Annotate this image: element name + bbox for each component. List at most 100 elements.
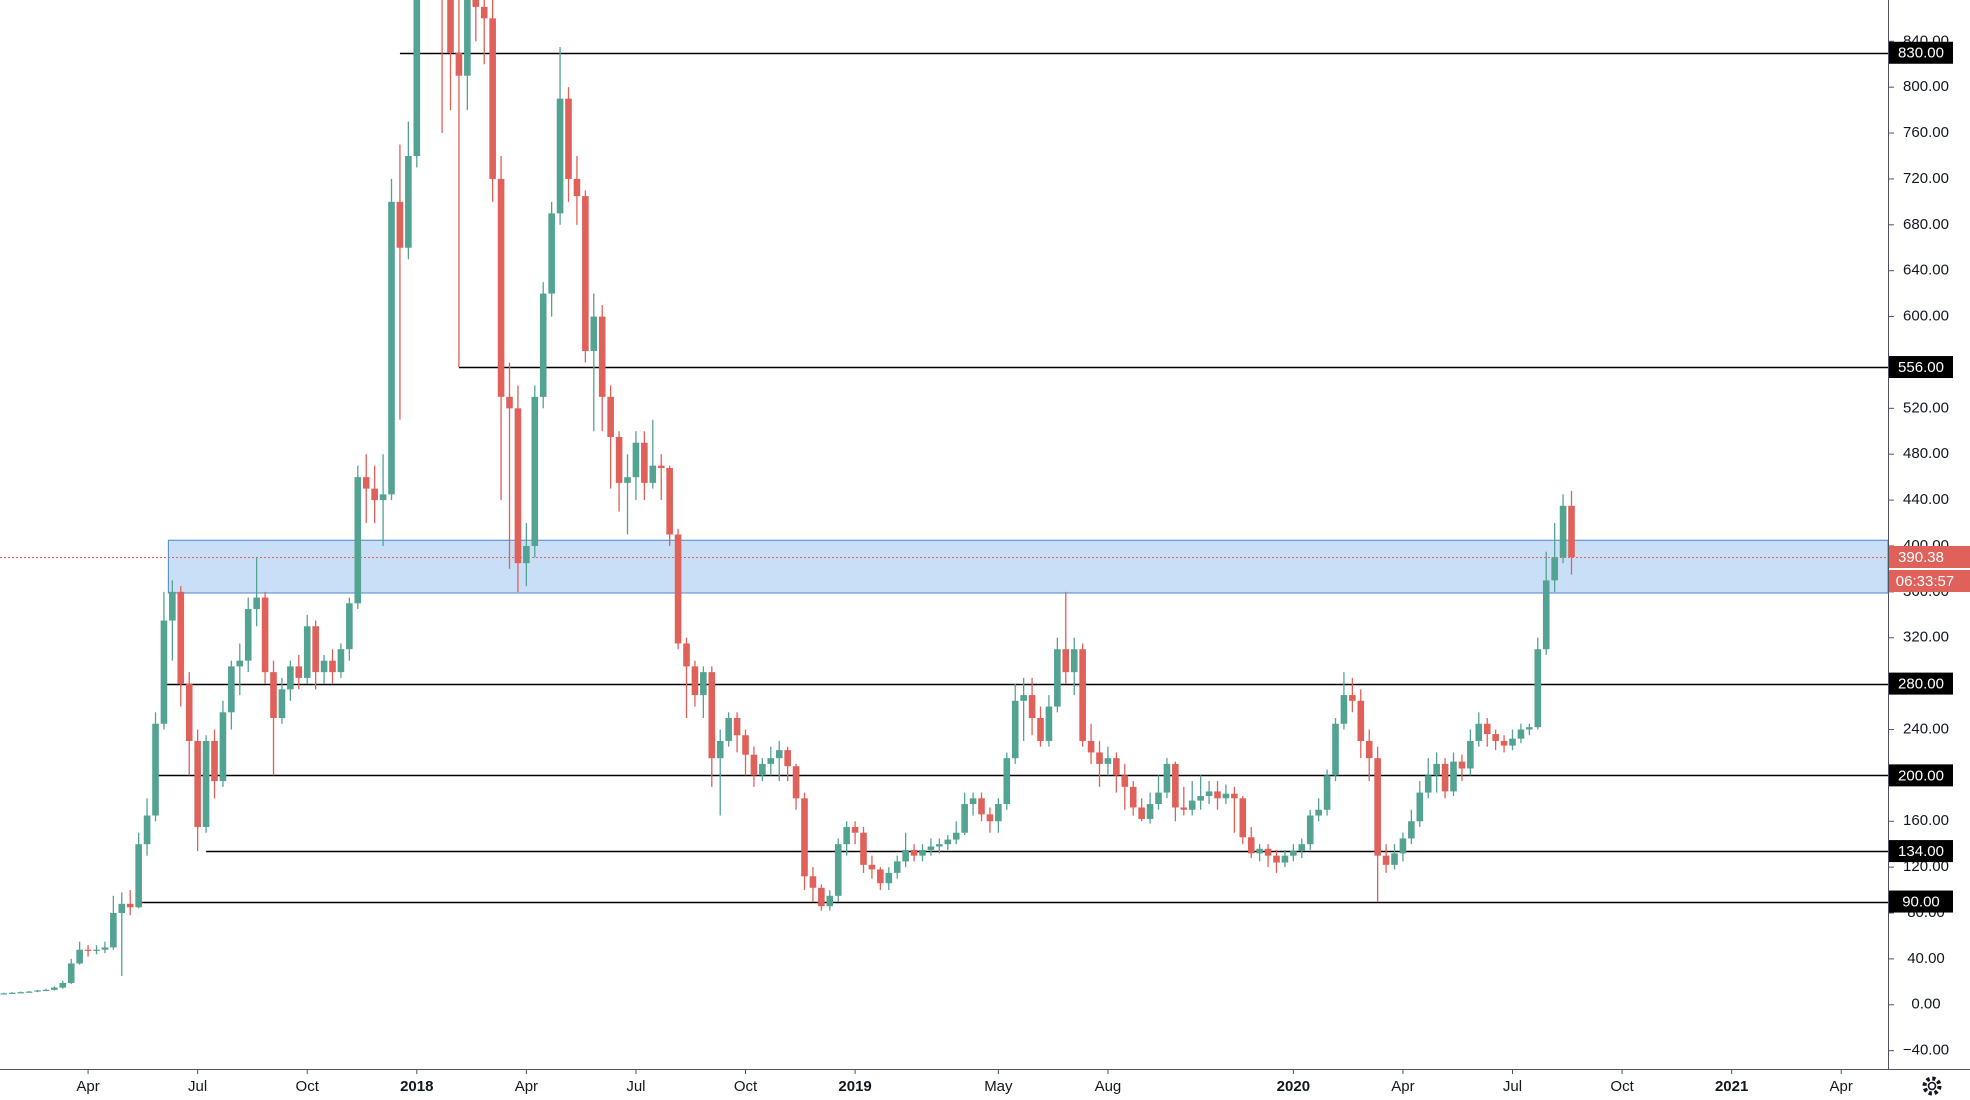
candle-body [169,591,176,621]
candle-body [261,597,269,673]
candle-body [1256,848,1263,854]
candle-body [792,766,800,799]
candle-body [1458,761,1466,769]
level-label-box [1889,41,1953,64]
candle-body [750,754,758,776]
candle-body [1011,700,1019,759]
level-label-box [1889,672,1953,695]
candle-body [312,626,319,673]
candle-body [84,949,92,951]
candle-body [8,992,16,994]
candle-body [1281,855,1289,863]
candle-body [818,887,825,907]
candle-body [1483,723,1491,735]
candle-body [93,949,100,951]
x-tick-label: Aug [1095,1078,1122,1095]
settings-gear[interactable] [1922,1076,1942,1096]
candle-body [683,643,690,667]
candle-body [1214,791,1221,799]
candle-body [674,534,682,644]
y-tick-label: 760.00 [1903,124,1949,141]
candle-body [944,839,952,845]
candle-body [910,849,918,856]
candle-body [194,740,201,827]
candle-body [1104,758,1112,764]
candle-body [1121,775,1129,787]
candle-body [691,666,699,696]
level-label: 830.00 [1898,45,1944,62]
countdown-box [1889,570,1970,593]
candle-body [236,660,244,667]
y-tick-label: 680.00 [1903,216,1949,233]
candle-body [902,849,909,862]
candle-body [346,603,353,650]
candle-body [860,832,867,865]
candle-body [1450,761,1457,792]
candle-body [767,758,775,764]
candle-body [1138,807,1145,819]
level-label-box [1889,890,1953,913]
candle-body [1003,758,1011,805]
axes: −40.000.0040.0080.00120.00160.00200.0024… [76,32,1970,1095]
candle-body [354,477,362,604]
level-label-box [1889,840,1953,863]
candle-body [1070,649,1078,673]
level-label: 90.00 [1902,894,1940,911]
candle-body [1323,775,1331,810]
candle-body [1205,791,1213,797]
candle-body [25,991,33,993]
candle-body [1290,851,1297,856]
candle-body [396,201,404,248]
y-tick-label: 520.00 [1903,399,1949,416]
candle-body [278,689,286,719]
candle-body [1054,649,1061,707]
candle-body [969,798,977,805]
candle-body [1306,815,1314,845]
candle-body [110,913,117,948]
candle-body [893,861,901,873]
resistance-zone [167,539,1888,594]
candle-body [480,6,488,19]
candle-body [548,213,555,294]
countdown-label: 06:33:57 [1896,573,1954,590]
candle-body [1408,821,1415,839]
candle-body [1298,844,1306,852]
candle-body [1332,723,1339,776]
candle-body [582,196,589,351]
candle-body [1028,695,1036,719]
candle-body [1382,855,1390,865]
candle-body [1374,758,1381,856]
candle-body [539,293,547,397]
candle-body [742,735,749,755]
x-tick-label: Jul [626,1078,645,1095]
y-tick-label: 600.00 [1903,308,1949,325]
candle-body [531,396,539,546]
candle-body [303,626,311,678]
candle-body [1568,505,1575,558]
candle-body [362,477,370,489]
candle-body [952,832,960,840]
candle-body [329,660,336,673]
x-tick-label: Oct [296,1078,320,1095]
candle-body [371,488,378,501]
candle-body [1264,848,1272,856]
candle-body [927,846,935,850]
candle-body [42,989,50,992]
y-tick-label: 720.00 [1903,170,1949,187]
last-price-label: 390.38 [1898,549,1944,566]
x-tick-label: Oct [734,1078,758,1095]
candle-body [1551,557,1558,581]
candle-body [202,740,210,827]
candle-body [1273,855,1280,863]
candle-body [1020,695,1027,701]
candle-body [1391,853,1398,865]
y-tick-label: 800.00 [1903,78,1949,95]
candle-body [1509,738,1516,746]
candle-body [253,597,260,610]
candle-body [556,98,564,214]
candle-body [1492,734,1499,741]
candle-body [978,798,985,815]
y-tick-label: 160.00 [1903,812,1949,829]
candle-body [624,477,631,483]
